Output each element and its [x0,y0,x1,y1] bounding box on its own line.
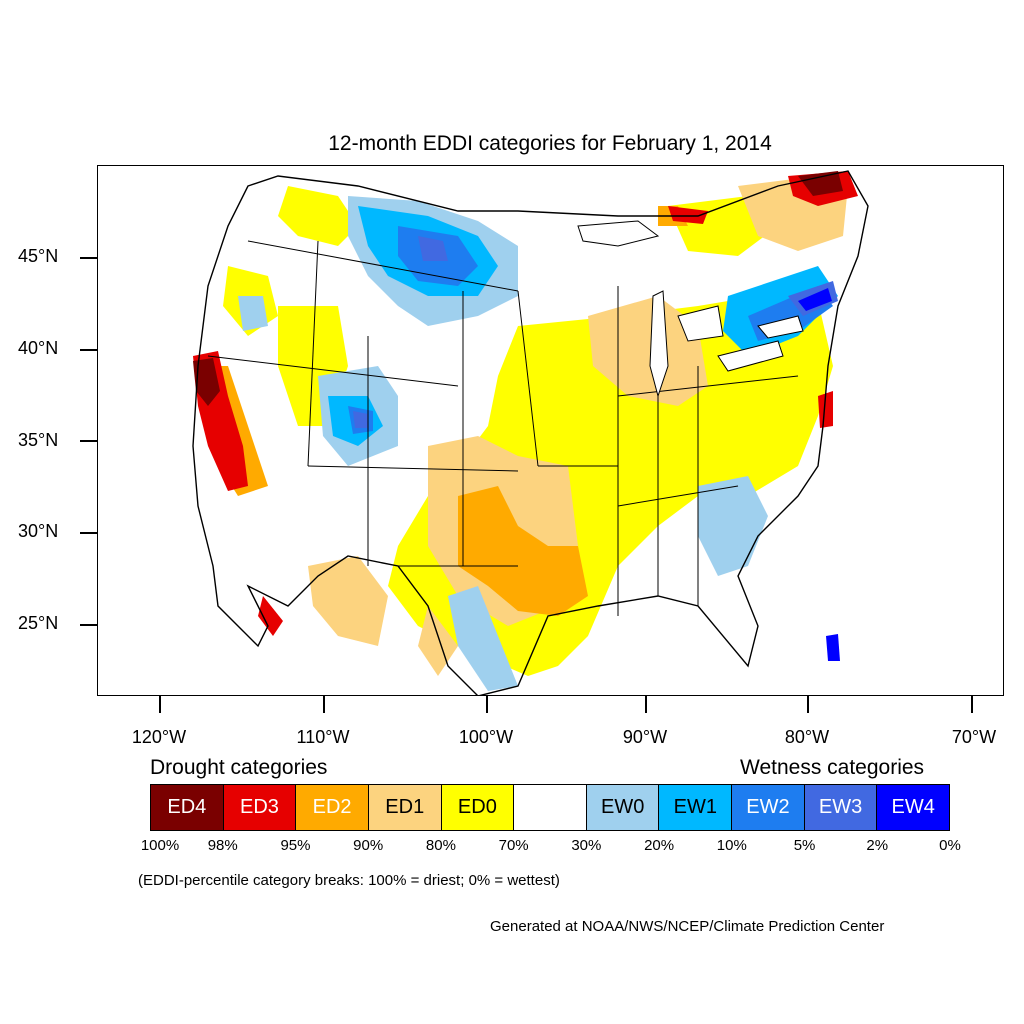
legend-box-ed2: ED2 [296,785,369,830]
x-axis-label: 120°W [131,727,187,747]
drought-heading: Drought categories [150,756,328,779]
percentile-break-label: 80% [425,837,456,854]
x-tick [971,696,973,713]
x-tick [807,696,809,713]
percentile-break-label: 30% [571,837,602,854]
legend-box-ed3: ED3 [223,785,297,830]
percentile-break-label: 90% [353,837,384,854]
y-axis-label: 40°N [18,338,59,358]
category-legend: ED4 ED3 ED2 ED1 ED0 EW0 EW1 EW2 EW3 EW4 [150,784,950,831]
chart-title: 12-month EDDI categories for February 1,… [328,132,772,155]
category-ew4-areas [798,288,840,661]
legend-box-ed1: ED1 [368,785,442,830]
legend-box-ew4: EW4 [877,785,950,830]
percentile-break-label: 98% [207,837,238,854]
percentile-break-label: 100% [140,837,180,854]
x-axis-label: 70°W [951,727,997,747]
y-tick [80,257,97,259]
x-tick [645,696,647,713]
percentile-break-label: 10% [716,837,747,854]
y-tick [80,349,97,351]
x-tick [159,696,161,713]
map-panel [97,165,1004,696]
eddi-map [192,170,869,695]
x-tick [486,696,488,713]
percentile-break-label: 2% [866,837,889,854]
percentile-break-label: 0% [939,837,961,854]
y-tick [80,440,97,442]
y-axis-label: 35°N [18,430,59,450]
category-ed4-areas [193,171,843,406]
percentile-break-label: 5% [793,837,816,854]
legend-box-ew1: EW1 [659,785,733,830]
state-boundaries [192,170,869,695]
credit-line: Generated at NOAA/NWS/NCEP/Climate Predi… [490,918,885,935]
y-axis-label: 25°N [18,613,59,633]
legend-box-none [514,785,587,830]
legend-box-ew2: EW2 [732,785,805,830]
x-axis-label: 90°W [622,727,668,747]
percentile-break-label: 95% [280,837,311,854]
x-axis-label: 100°W [458,727,514,747]
wetness-heading: Wetness categories [740,756,925,779]
legend-box-ew0: EW0 [586,785,660,830]
x-tick [323,696,325,713]
legend-note: (EDDI-percentile category breaks: 100% =… [138,872,560,889]
legend-box-ed4: ED4 [151,785,224,830]
percentile-break-label: 20% [644,837,675,854]
x-axis-label: 110°W [296,727,350,747]
y-axis-label: 45°N [18,246,59,266]
y-tick [80,624,97,626]
x-axis-label: 80°W [784,727,830,747]
y-tick [80,532,97,534]
legend-box-ed0: ED0 [441,785,515,830]
y-axis-label: 30°N [18,521,59,541]
percentile-break-label: 70% [498,837,529,854]
legend-box-ew3: EW3 [804,785,878,830]
great-lakes [577,220,804,398]
